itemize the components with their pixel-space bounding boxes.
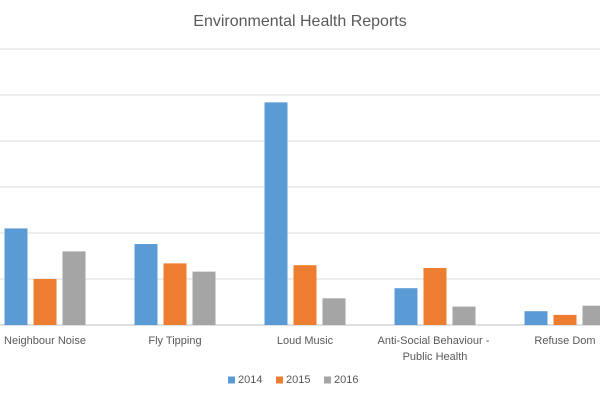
bar [33,279,57,325]
chart-title: Environmental Health Reports [193,13,406,30]
legend-swatch [228,376,235,384]
bar [452,306,476,325]
legend-label: 2014 [238,374,262,386]
bar [582,305,600,325]
bar [423,267,447,325]
bar [264,102,288,325]
legend-label: 2015 [286,374,310,386]
bar [62,251,86,325]
bar [293,265,317,325]
x-tick-label: Fly Tipping [148,335,201,347]
bar [553,314,577,325]
legend-swatch [324,376,331,384]
x-tick-label: Neighbour Noise [4,335,86,347]
bar [134,244,158,325]
bar [322,298,346,325]
bar [192,271,216,325]
bar [394,288,418,325]
legend-label: 2016 [334,374,358,386]
x-tick-label: Refuse Dom [534,335,595,347]
bar [4,228,28,325]
bar [163,263,187,325]
legend-swatch [276,376,283,384]
bar [524,311,548,325]
x-tick-label: Loud Music [277,335,334,347]
x-tick-label: Anti-Social Behaviour - Public Health [378,335,493,363]
